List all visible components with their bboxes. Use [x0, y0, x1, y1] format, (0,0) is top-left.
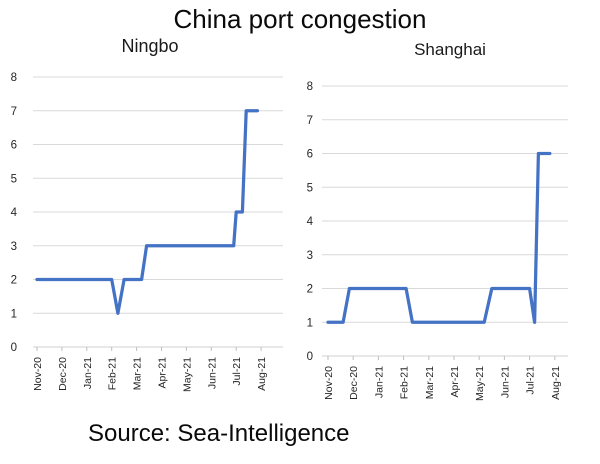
- series-line-ningbo: [35, 109, 260, 315]
- y-tick-label-2: 2: [11, 275, 17, 287]
- x-tick-label-mar-21: Mar-21: [424, 366, 436, 399]
- y-tick-label-7: 7: [307, 115, 313, 127]
- x-tick-label-jan-21: Jan-21: [82, 357, 94, 389]
- y-tick-label-3: 3: [11, 241, 17, 253]
- y-tick-label-0: 0: [11, 342, 17, 354]
- y-tick-label-4: 4: [307, 216, 314, 228]
- chart-title-ningbo: Ningbo: [121, 36, 179, 56]
- x-tick-label-may-21: May-21: [474, 366, 486, 401]
- y-tick-label-1: 1: [307, 317, 313, 329]
- y-tick-label-5: 5: [11, 173, 17, 185]
- y-tick-label-6: 6: [307, 149, 313, 161]
- x-tick-label-jul-21: Jul-21: [525, 366, 537, 395]
- x-tick-label-jan-21: Jan-21: [373, 366, 385, 398]
- figure: China port congestion Ningbo 0 1 2 3 4 5 6 7 8 No…: [0, 4, 600, 464]
- y-tick-label-2: 2: [307, 284, 313, 296]
- source-caption: Source: Sea-Intelligence: [88, 420, 350, 447]
- x-tick-label-apr-21: Apr-21: [449, 366, 461, 398]
- charts-row: Ningbo 0 1 2 3 4 5 6 7 8 Nov-20 Dec-20 Jan-21 Feb-21…: [0, 35, 600, 414]
- x-tick-label-feb-21: Feb-21: [107, 357, 119, 390]
- x-tick-label-may-21: May-21: [181, 357, 193, 392]
- y-tick-label-1: 1: [11, 308, 17, 320]
- figure-title: China port congestion: [173, 4, 427, 34]
- x-tick-label-mar-21: Mar-21: [132, 357, 144, 390]
- x-tick-label-aug-21: Aug-21: [256, 357, 268, 391]
- y-tick-label-7: 7: [11, 106, 17, 118]
- chart-ningbo: Ningbo 0 1 2 3 4 5 6 7 8 Nov-20 Dec-20 Jan-21 Feb-21…: [0, 35, 300, 414]
- series-line-shanghai: [326, 151, 552, 324]
- line-chart-shanghai: 0 1 2 3 4 5 6 7 8 Nov-20 Dec-20 Jan-21 Feb-21 Mar-21 A…: [307, 81, 568, 401]
- x-tick-label-jun-21: Jun-21: [206, 357, 218, 389]
- x-tick-label-jun-21: Jun-21: [499, 366, 511, 398]
- line-chart-ningbo: 0 1 2 3 4 5 6 7 8 Nov-20 Dec-20 Jan-21 Feb-21 Mar-21 A…: [11, 72, 283, 392]
- x-tick-label-feb-21: Feb-21: [399, 366, 411, 399]
- y-tick-label-8: 8: [11, 72, 17, 84]
- x-tick-label-nov-20: Nov-20: [32, 357, 44, 391]
- x-tick-label-jul-21: Jul-21: [231, 357, 243, 386]
- y-tick-label-0: 0: [307, 351, 313, 363]
- x-tick-label-dec-20: Dec-20: [348, 366, 360, 400]
- x-tick-label-aug-21: Aug-21: [550, 366, 562, 400]
- y-tick-label-3: 3: [307, 250, 313, 262]
- chart-title-shanghai: Shanghai: [414, 40, 486, 59]
- x-tick-label-dec-20: Dec-20: [57, 357, 69, 391]
- chart-shanghai: Shanghai 0 1 2 3 4 5 6 7 8 Nov-20 Dec-20 Jan-21 Feb-…: [300, 35, 600, 414]
- y-tick-label-8: 8: [307, 81, 313, 93]
- x-tick-label-nov-20: Nov-20: [323, 366, 335, 400]
- y-tick-label-6: 6: [11, 140, 17, 152]
- x-tick-label-apr-21: Apr-21: [157, 357, 169, 389]
- y-tick-label-5: 5: [307, 182, 313, 194]
- y-tick-label-4: 4: [11, 207, 18, 219]
